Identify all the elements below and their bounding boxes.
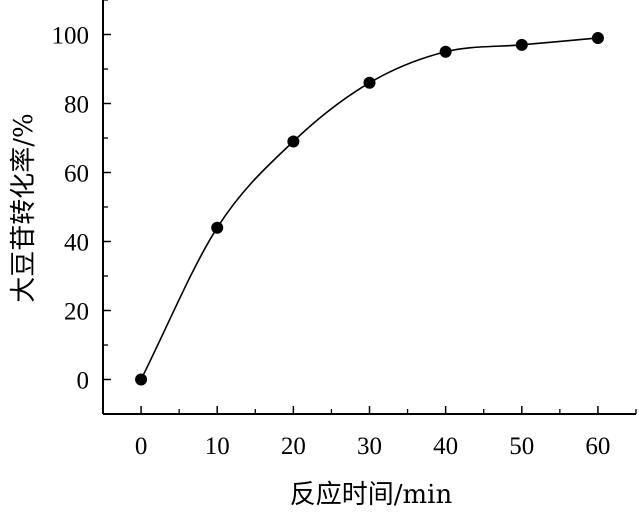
fit-curve [140, 37, 599, 380]
y-tick-label: 100 [52, 23, 90, 50]
y-tick-label: 80 [64, 92, 89, 119]
y-tick-label: 20 [64, 299, 89, 326]
x-axis-title: 反应时间/min [290, 480, 453, 510]
data-point [591, 31, 604, 44]
data-point [439, 45, 452, 58]
data-point [287, 135, 300, 148]
x-tick-label: 50 [509, 433, 534, 460]
x-tick-label: 10 [205, 433, 230, 460]
x-tick-label: 60 [585, 433, 610, 460]
y-axis-title: 大豆苷转化率/% [9, 113, 39, 302]
y-tick-label: 40 [64, 230, 89, 257]
data-point [211, 221, 224, 234]
data-points [135, 31, 604, 386]
y-ticks: 0 20 40 60 80 100 [52, 0, 111, 415]
plot-frame [102, 0, 636, 415]
y-tick-label: 0 [77, 368, 90, 395]
data-point [363, 76, 376, 89]
x-tick-label: 20 [281, 433, 306, 460]
x-tick-label: 30 [357, 433, 382, 460]
x-tick-label: 40 [433, 433, 458, 460]
x-ticks: 0 10 20 30 40 50 60 [102, 406, 637, 460]
data-point [135, 373, 148, 386]
data-point [515, 38, 528, 51]
y-tick-label: 60 [64, 161, 89, 188]
x-tick-label: 0 [135, 433, 148, 460]
